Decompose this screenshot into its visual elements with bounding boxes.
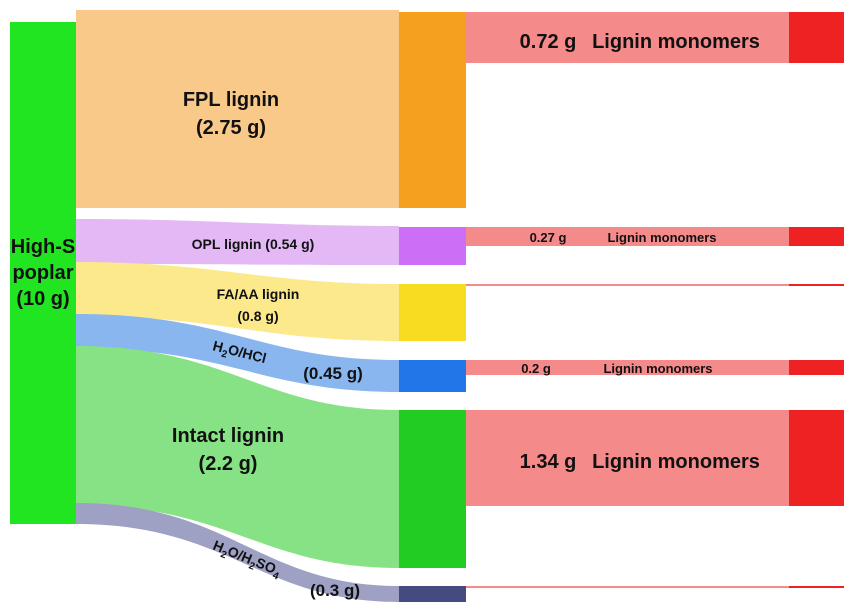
node-fpl-lignin xyxy=(399,12,466,208)
band-h2o-h2so4 xyxy=(76,503,399,602)
source-label-line1: High-S xyxy=(11,236,75,258)
faaa-label-line2: (0.8 g) xyxy=(237,308,278,324)
node-monomers-opl xyxy=(789,227,844,246)
monomers-opl-value: 0.27 g xyxy=(530,230,567,245)
band-fa-aa-lignin xyxy=(76,262,399,341)
band-monomers-h2so4 xyxy=(466,586,789,588)
node-monomers-fpl xyxy=(789,12,844,63)
source-label-line2: poplar xyxy=(12,262,73,284)
band-monomers-opl xyxy=(466,227,789,246)
band-fpl-lignin xyxy=(76,10,399,208)
faaa-label-line1: FA/AA lignin xyxy=(217,286,300,302)
node-h2o-hcl xyxy=(399,360,466,392)
node-monomers-intact xyxy=(789,410,844,506)
band-monomers-hcl xyxy=(466,360,789,375)
node-h2o-h2so4 xyxy=(399,586,466,602)
h2o-h2so4-value: (0.3 g) xyxy=(310,581,360,600)
band-monomers-intact xyxy=(466,410,789,506)
node-opl-lignin xyxy=(399,227,466,265)
monomers-hcl-name: Lignin monomers xyxy=(603,361,712,376)
intact-label-line2: (2.2 g) xyxy=(199,453,258,475)
band-h2o-hcl xyxy=(76,314,399,392)
band-opl-lignin xyxy=(76,219,399,265)
h2o-hcl-value: (0.45 g) xyxy=(303,364,363,383)
band-monomers-fpl xyxy=(466,12,789,63)
source-node-high-s-poplar xyxy=(10,22,76,524)
fpl-label-line1: FPL lignin xyxy=(183,89,279,111)
node-monomers-h2so4 xyxy=(789,586,844,588)
opl-label: OPL lignin (0.54 g) xyxy=(192,236,315,252)
node-fa-aa-lignin xyxy=(399,284,466,341)
node-monomers-hcl xyxy=(789,360,844,375)
monomers-intact-name: Lignin monomers xyxy=(592,451,760,473)
fpl-label-line2: (2.75 g) xyxy=(196,117,266,139)
source-label-line3: (10 g) xyxy=(16,288,69,310)
monomers-fpl-name: Lignin monomers xyxy=(592,31,760,53)
node-monomers-faaa xyxy=(789,284,844,286)
h2o-h2so4-label: H2O/H2SO4 xyxy=(209,537,284,583)
monomers-intact-value: 1.34 g xyxy=(520,451,577,473)
monomers-fpl-value: 0.72 g xyxy=(520,31,577,53)
intact-label-line1: Intact lignin xyxy=(172,425,284,447)
band-intact-lignin xyxy=(76,346,399,568)
monomers-opl-name: Lignin monomers xyxy=(607,230,716,245)
band-monomers-faaa xyxy=(466,284,789,286)
node-intact-lignin xyxy=(399,410,466,568)
monomers-hcl-value: 0.2 g xyxy=(521,361,551,376)
